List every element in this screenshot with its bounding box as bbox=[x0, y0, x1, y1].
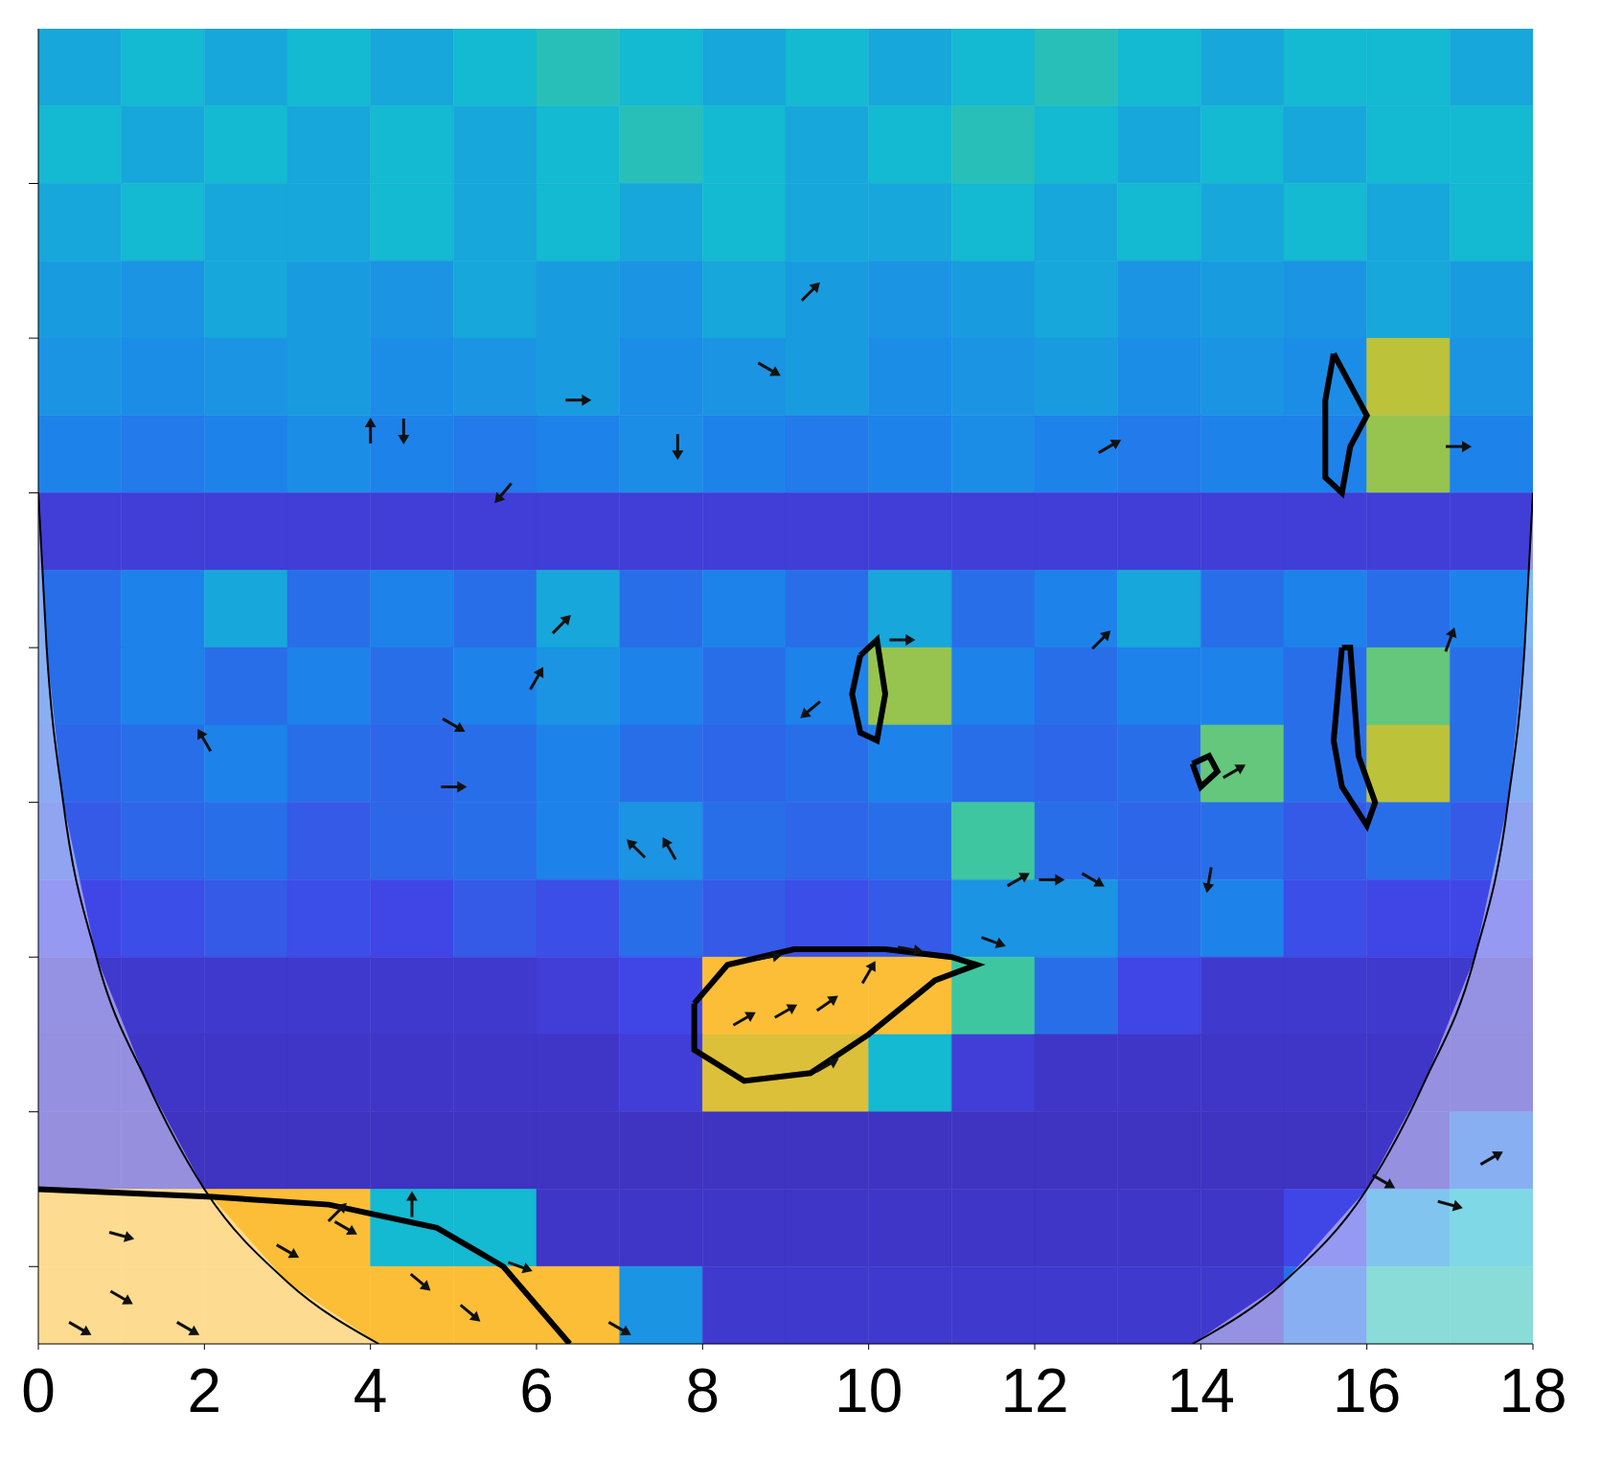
svg-text:4: 4 bbox=[353, 1356, 389, 1426]
svg-text:10: 10 bbox=[834, 1356, 903, 1426]
svg-text:12: 12 bbox=[1000, 1356, 1069, 1426]
svg-text:16: 16 bbox=[1332, 1356, 1401, 1426]
svg-text:8: 8 bbox=[685, 1356, 721, 1426]
svg-text:0: 0 bbox=[21, 1356, 56, 1426]
svg-text:2: 2 bbox=[187, 1356, 223, 1426]
svg-text:18: 18 bbox=[1498, 1356, 1567, 1426]
svg-text:14: 14 bbox=[1166, 1356, 1235, 1426]
svg-text:6: 6 bbox=[519, 1356, 554, 1426]
